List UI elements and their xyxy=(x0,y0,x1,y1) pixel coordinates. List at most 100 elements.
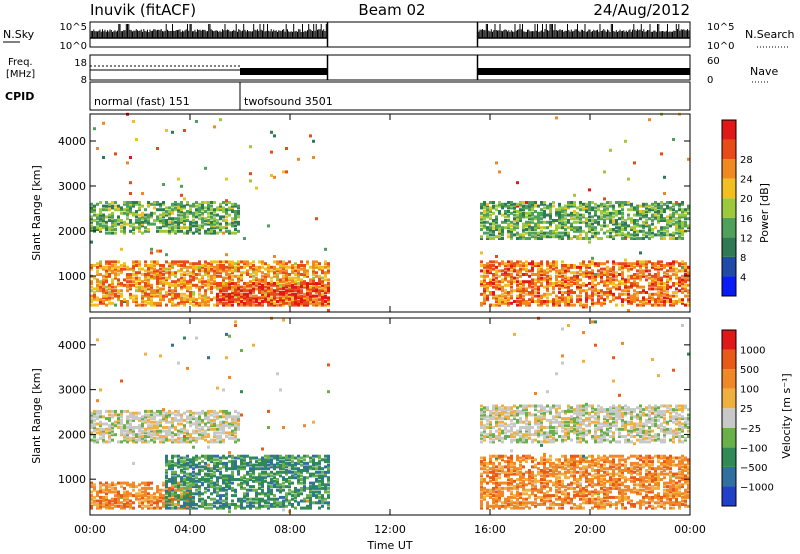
power-cell xyxy=(681,267,684,271)
power-cell xyxy=(534,287,537,291)
power-cell xyxy=(591,298,594,302)
power-cell xyxy=(582,262,585,266)
velocity-cell xyxy=(138,497,141,501)
power-cell xyxy=(546,274,549,278)
power-cell xyxy=(549,274,552,278)
power-cell xyxy=(222,219,225,222)
power-cell xyxy=(198,208,201,212)
power-cell xyxy=(273,292,276,296)
power-cell xyxy=(678,220,681,224)
power-cell xyxy=(276,269,279,273)
power-cell xyxy=(684,294,687,298)
power-cell xyxy=(606,201,609,204)
power-cell xyxy=(159,271,162,275)
velocity-cell xyxy=(228,479,231,483)
power-cell xyxy=(219,228,222,231)
velocity-cell xyxy=(135,494,138,498)
power-cell xyxy=(168,267,171,271)
power-cell xyxy=(156,260,159,264)
power-cell xyxy=(567,285,570,289)
power-cell xyxy=(216,219,219,222)
power-cell xyxy=(531,262,534,266)
power-cell xyxy=(672,138,675,141)
power-cell xyxy=(198,292,201,296)
power-cell xyxy=(543,201,546,204)
power-cell xyxy=(270,300,273,303)
velocity-cell xyxy=(201,503,204,506)
power-cell xyxy=(171,265,174,269)
power-cell xyxy=(105,204,108,208)
power-cell xyxy=(189,229,192,233)
velocity-cell xyxy=(96,409,99,413)
power-cell xyxy=(654,287,657,291)
power-cell xyxy=(180,280,183,284)
power-cell xyxy=(273,274,276,278)
power-cell xyxy=(621,267,624,271)
power-cell xyxy=(270,298,273,302)
power-cell xyxy=(228,229,231,233)
velocity-cell xyxy=(216,454,219,458)
power-cell xyxy=(264,274,267,278)
power-cell xyxy=(249,285,252,289)
velocity-cell xyxy=(117,426,120,429)
power-cell xyxy=(543,210,546,213)
velocity-cell xyxy=(90,426,93,429)
power-cell xyxy=(264,262,267,266)
power-cell xyxy=(660,282,663,285)
power-cell xyxy=(549,224,552,228)
velocity-cell xyxy=(144,417,147,421)
velocity-cell xyxy=(198,422,201,426)
power-cell xyxy=(228,264,231,267)
power-cell xyxy=(129,156,132,159)
power-cell xyxy=(642,237,645,240)
power-cell xyxy=(246,303,249,307)
power-cell xyxy=(246,289,249,293)
power-cell xyxy=(537,267,540,271)
velocity-cell xyxy=(105,427,108,431)
velocity-cell xyxy=(159,413,162,417)
power-cell xyxy=(174,283,177,287)
power-cell xyxy=(624,202,627,206)
power-cell xyxy=(600,217,603,221)
power-colorbar-swatch xyxy=(722,139,736,160)
power-cell xyxy=(234,215,237,219)
power-cell xyxy=(600,296,603,300)
power-cell xyxy=(633,161,636,165)
noise-left-label: N.Sky xyxy=(3,28,35,41)
power-cell xyxy=(612,269,615,273)
power-cell xyxy=(543,294,546,298)
velocity-cell xyxy=(219,426,222,429)
velocity-cell xyxy=(174,463,177,467)
velocity-cell xyxy=(255,501,258,505)
velocity-cell xyxy=(156,499,159,503)
power-cell xyxy=(255,298,258,302)
power-cell xyxy=(687,208,690,212)
power-cell xyxy=(222,280,225,284)
power-cell xyxy=(108,267,111,271)
power-cell xyxy=(618,280,621,284)
velocity-cell xyxy=(117,504,120,508)
power-cell xyxy=(114,273,117,276)
power-cell xyxy=(480,237,483,240)
velocity-cell xyxy=(129,494,132,498)
power-cell xyxy=(519,282,522,285)
power-cell xyxy=(678,204,681,208)
power-cell xyxy=(609,273,612,276)
power-cell xyxy=(534,233,537,237)
power-cell xyxy=(159,276,162,280)
velocity-cell xyxy=(135,415,138,419)
power-cell xyxy=(165,210,168,213)
power-cell xyxy=(93,292,96,296)
velocity-cell xyxy=(174,506,177,510)
power-cell xyxy=(672,211,675,215)
power-cell xyxy=(537,294,540,298)
velocity-cell xyxy=(90,411,93,415)
power-cell xyxy=(678,278,681,282)
power-cell xyxy=(300,282,303,285)
velocity-cell xyxy=(165,486,168,490)
power-cell xyxy=(594,235,597,239)
velocity-cell xyxy=(147,413,150,417)
power-cell xyxy=(657,294,660,298)
power-cell xyxy=(102,289,105,293)
power-cell xyxy=(633,276,636,280)
